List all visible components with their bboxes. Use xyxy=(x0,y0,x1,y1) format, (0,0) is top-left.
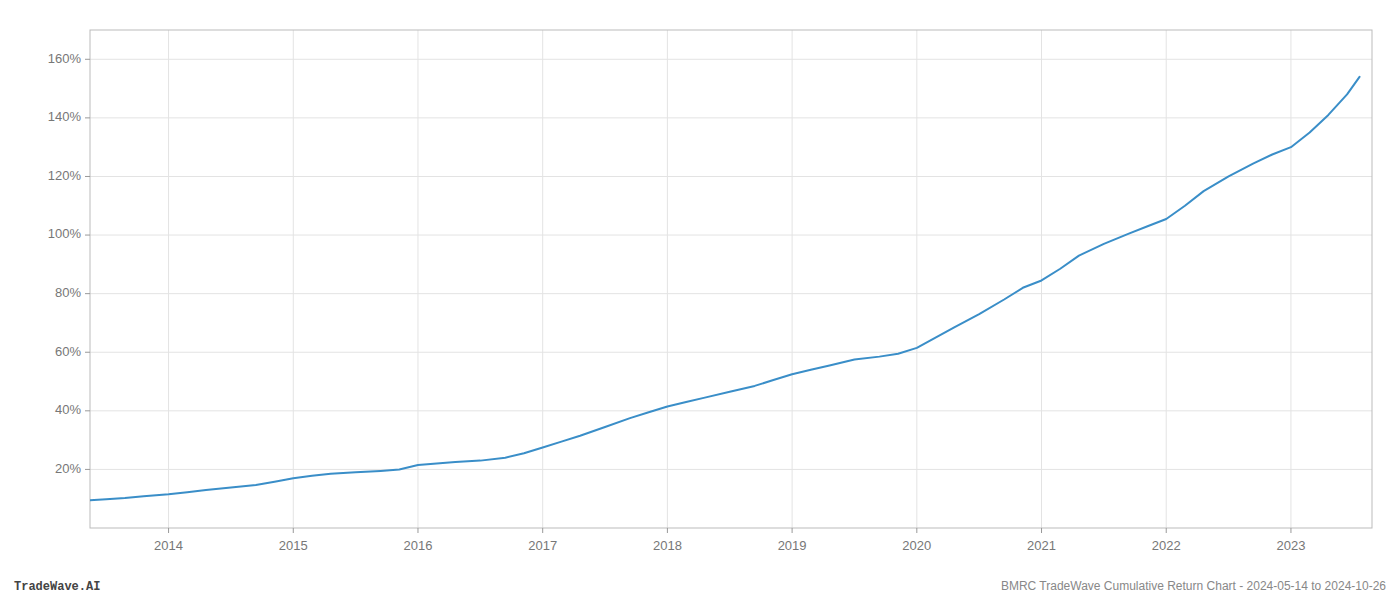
y-tick-label: 120% xyxy=(48,168,82,183)
y-tick-label: 60% xyxy=(55,344,81,359)
y-tick xyxy=(85,410,90,411)
y-tick-label: 40% xyxy=(55,402,81,417)
y-tick xyxy=(85,293,90,294)
y-tick xyxy=(85,352,90,353)
x-tick xyxy=(916,528,917,533)
x-tick xyxy=(792,528,793,533)
x-grid-line xyxy=(1166,30,1167,528)
x-grid-line xyxy=(168,30,169,528)
y-grid-line xyxy=(90,410,1372,411)
x-tick xyxy=(542,528,543,533)
x-tick xyxy=(1041,528,1042,533)
footer-right: BMRC TradeWave Cumulative Return Chart -… xyxy=(1001,579,1386,593)
x-grid-line xyxy=(792,30,793,528)
x-tick xyxy=(293,528,294,533)
x-tick xyxy=(168,528,169,533)
plot-data xyxy=(90,77,1360,500)
x-tick-label: 2017 xyxy=(528,538,557,553)
y-tick-label: 100% xyxy=(48,226,82,241)
y-grid-line xyxy=(90,59,1372,60)
y-grid-line xyxy=(90,352,1372,353)
y-tick xyxy=(85,235,90,236)
y-tick xyxy=(85,469,90,470)
line xyxy=(90,77,1360,500)
x-grid-line xyxy=(542,30,543,528)
x-tick-label: 2018 xyxy=(653,538,682,553)
x-tick-label: 2022 xyxy=(1152,538,1181,553)
y-tick xyxy=(85,117,90,118)
y-tick-label: 80% xyxy=(55,285,81,300)
x-tick xyxy=(1290,528,1291,533)
y-tick-label: 140% xyxy=(48,109,82,124)
y-grid-line xyxy=(90,469,1372,470)
x-tick xyxy=(1166,528,1167,533)
x-tick-label: 2016 xyxy=(404,538,433,553)
x-grid-line xyxy=(293,30,294,528)
y-tick-label: 160% xyxy=(48,51,82,66)
y-axis: 20% 40% 60% 80% 100% 120% 140% 160% xyxy=(48,51,90,476)
y-grid-line xyxy=(90,176,1372,177)
y-grid-line xyxy=(90,235,1372,236)
y-grid-line xyxy=(90,293,1372,294)
background xyxy=(0,0,1400,600)
plot-frame xyxy=(90,30,1372,528)
y-tick-label: 20% xyxy=(55,461,81,476)
y-tick xyxy=(85,176,90,177)
footer-left: TradeWave.AI xyxy=(14,580,100,594)
x-grid-line xyxy=(667,30,668,528)
x-tick-label: 2020 xyxy=(902,538,931,553)
x-tick-label: 2019 xyxy=(778,538,807,553)
x-tick xyxy=(417,528,418,533)
x-tick-label: 2021 xyxy=(1027,538,1056,553)
x-axis: 2014 2015 2016 2017 2018 2019 2020 2021 2022 2023 xyxy=(154,528,1305,553)
chart: 20% 40% 60% 80% 100% 120% 140% 160% 2014 2015 2016… xyxy=(0,0,1400,600)
x-tick-label: 2014 xyxy=(154,538,183,553)
grid xyxy=(90,30,1372,528)
x-tick xyxy=(667,528,668,533)
y-tick xyxy=(85,59,90,60)
x-grid-line xyxy=(916,30,917,528)
x-grid-line xyxy=(1041,30,1042,528)
x-tick-label: 2015 xyxy=(279,538,308,553)
x-grid-line xyxy=(1290,30,1291,528)
y-grid-line xyxy=(90,117,1372,118)
x-tick-label: 2023 xyxy=(1276,538,1305,553)
x-grid-line xyxy=(417,30,418,528)
